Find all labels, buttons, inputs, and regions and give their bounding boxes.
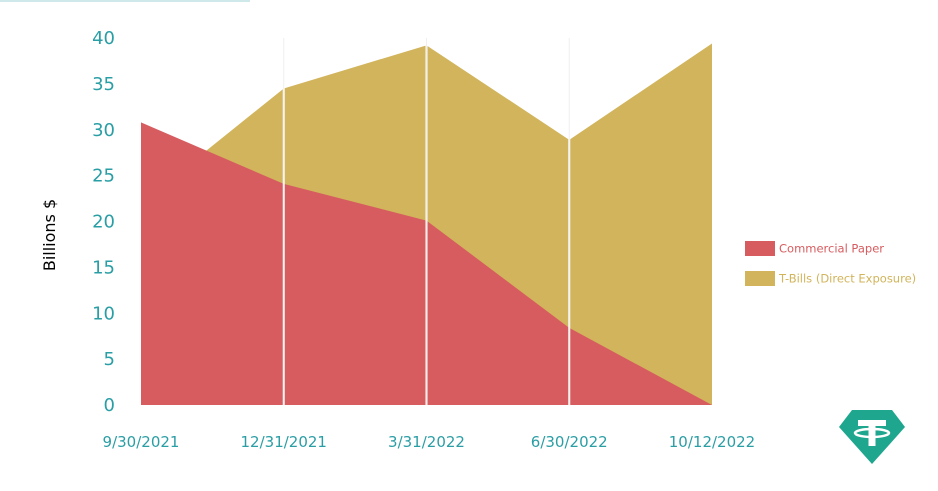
legend-swatch [745,271,775,286]
x-tick-label: 3/31/2022 [388,433,465,451]
y-tick-label: 5 [104,349,115,370]
y-tick-label: 30 [92,120,115,141]
legend-label: T-Bills (Direct Exposure) [778,272,916,286]
tether-logo-ring [853,427,891,439]
y-axis-label: Billions $ [40,199,59,271]
y-tick-label: 25 [92,166,115,187]
tether-logo-t-stem [868,423,876,446]
y-tick-label: 10 [92,303,115,324]
vertical-gridlines [282,38,571,405]
legend: Commercial Paper T-Bills (Direct Exposure… [745,241,916,286]
top-accent-line [0,0,250,2]
legend-label: Commercial Paper [779,242,884,256]
x-tick-label: 6/30/2022 [531,433,608,451]
tether-logo [839,410,905,464]
x-tick-label: 10/12/2022 [669,433,755,451]
x-tick-label: 12/31/2021 [241,433,327,451]
y-axis-ticks: 0 5 10 15 20 25 30 35 40 [92,28,115,416]
y-tick-label: 35 [92,74,115,95]
x-axis-ticks: 9/30/2021 12/31/2021 3/31/2022 6/30/2022 10/… [103,433,756,451]
y-tick-label: 0 [104,395,115,416]
y-tick-label: 40 [92,28,115,49]
legend-swatch [745,241,775,256]
x-tick-label: 9/30/2021 [103,433,180,451]
y-tick-label: 20 [92,212,115,233]
y-tick-label: 15 [92,257,115,278]
